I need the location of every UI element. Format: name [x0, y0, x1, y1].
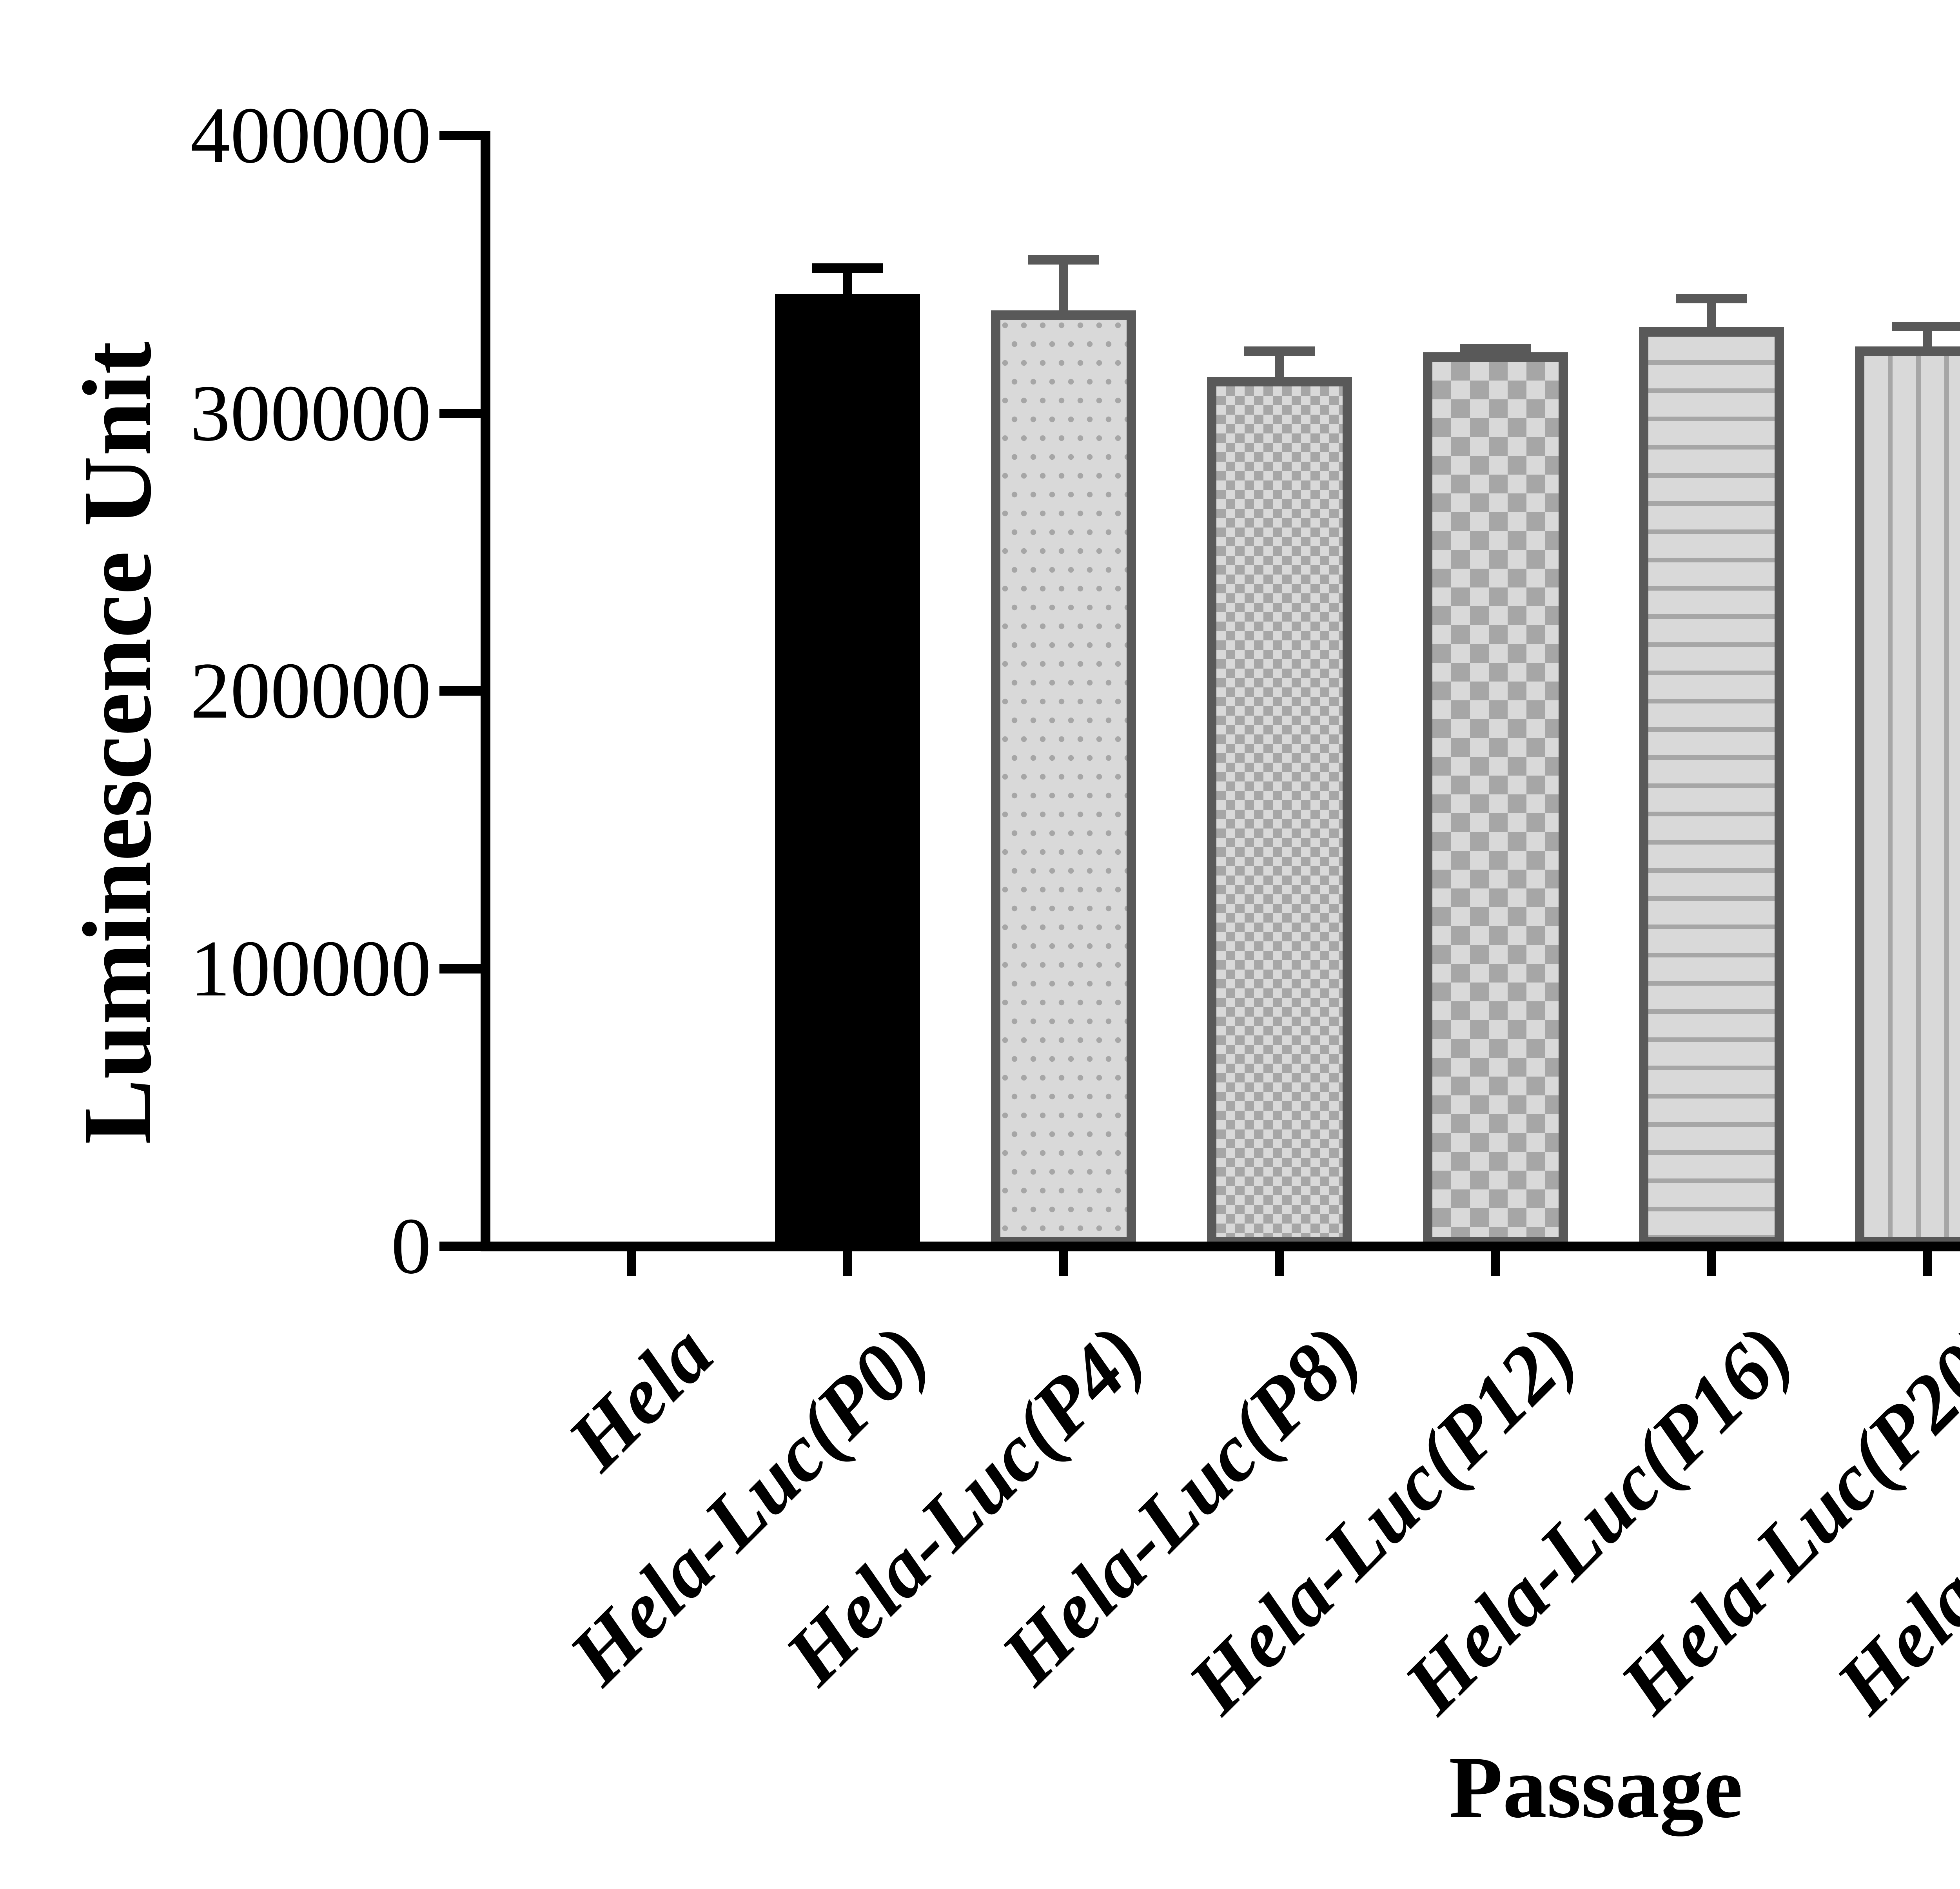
bar-Hela-Luc(P20) [1855, 346, 1960, 1246]
x-axis-tick [1707, 1251, 1716, 1276]
error-bar-whisker [1059, 260, 1068, 318]
error-bar-cap [1028, 255, 1099, 265]
y-axis-tick [439, 1242, 481, 1251]
y-axis-tick [439, 964, 481, 974]
y-tick-label: 400000 [190, 91, 431, 180]
x-axis-tick [1923, 1251, 1932, 1276]
bar-Hela-Luc(P16) [1639, 327, 1784, 1246]
x-axis-tick [1275, 1251, 1284, 1276]
y-tick-label: 300000 [190, 369, 431, 458]
x-axis-tick [1059, 1251, 1068, 1276]
y-tick-label: 200000 [190, 646, 431, 735]
y-axis-tick [439, 131, 481, 140]
error-bar-cap [1676, 294, 1747, 303]
x-axis-title: Passage [1449, 1738, 1743, 1836]
error-bar-whisker [1275, 351, 1284, 385]
error-bar-whisker [1707, 299, 1716, 335]
x-axis-tick [1491, 1251, 1500, 1276]
x-axis-tick [627, 1251, 636, 1276]
x-axis-line [481, 1242, 1960, 1251]
bar-Hela-Luc(P12) [1423, 352, 1568, 1246]
x-axis-tick [843, 1251, 852, 1276]
bar-Hela-Luc(P4) [991, 310, 1136, 1246]
bar-Hela-Luc(P8) [1207, 377, 1352, 1246]
y-tick-label: 100000 [190, 924, 431, 1013]
error-bar-cap [1892, 322, 1960, 331]
y-axis-tick [439, 686, 481, 696]
error-bar-whisker [843, 268, 852, 302]
y-axis-tick [439, 409, 481, 418]
y-tick-label: 0 [391, 1202, 432, 1291]
y-axis-line [481, 131, 490, 1251]
error-bar-cap [1460, 344, 1531, 353]
bar-Hela-Luc(P0) [775, 294, 920, 1246]
error-bar-cap [812, 263, 883, 273]
error-bar-cap [1244, 346, 1315, 356]
